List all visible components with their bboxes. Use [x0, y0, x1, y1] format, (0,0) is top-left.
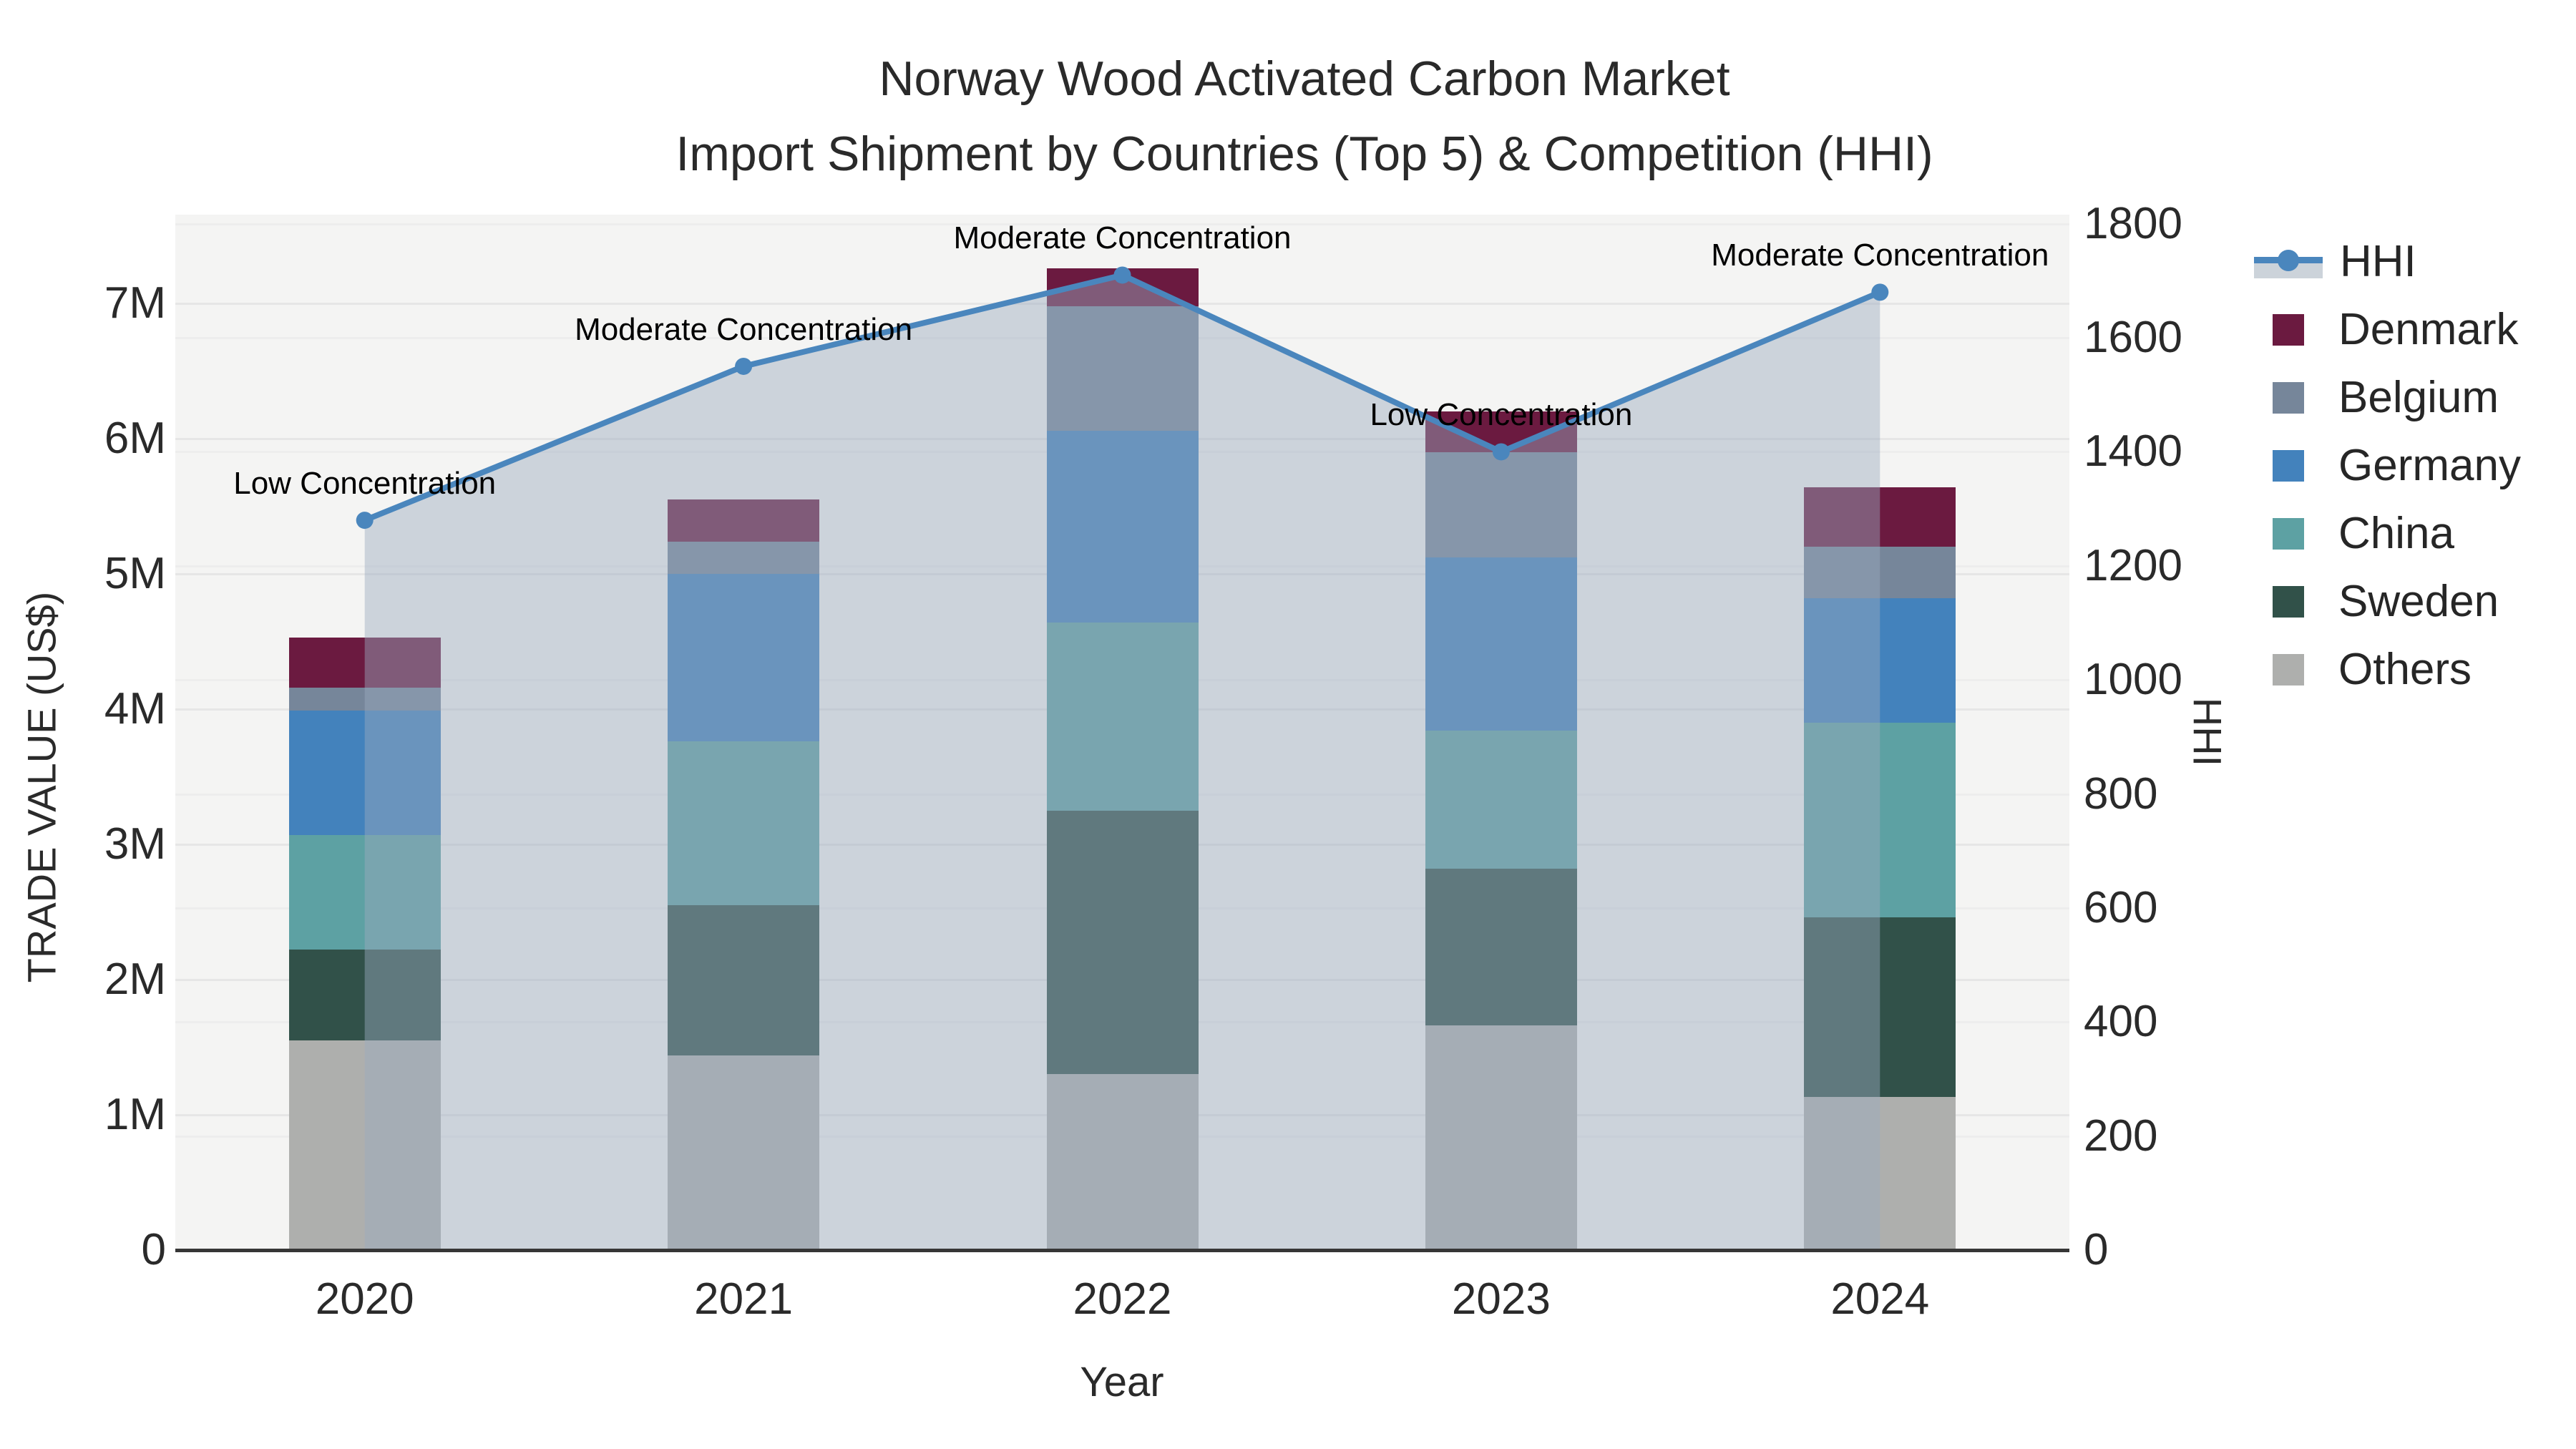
hhi-legend-swatch: [2254, 245, 2323, 278]
bar-segment-sweden-2020: [289, 950, 441, 1041]
legend-swatch-china: [2273, 517, 2304, 550]
legend-item-germany[interactable]: Germany: [2254, 431, 2521, 499]
y-right-tick-label: 600: [2084, 883, 2158, 932]
bar-segment-denmark-2020: [289, 637, 441, 688]
legend-label-sweden: Sweden: [2338, 577, 2499, 626]
bar-segment-others-2023: [1425, 1025, 1577, 1250]
bar-segment-germany-2023: [1425, 557, 1577, 731]
bar-segment-others-2022: [1047, 1074, 1199, 1250]
bar-segment-china-2024: [1804, 722, 1956, 918]
x-tick-label-2023: 2023: [1451, 1274, 1551, 1324]
bar-segment-sweden-2022: [1047, 810, 1199, 1075]
legend-label-germany: Germany: [2338, 441, 2521, 490]
x-tick-label-2024: 2024: [1830, 1274, 1930, 1324]
y-right-tick-label: 1000: [2084, 655, 2182, 704]
gridline-right-axis: [175, 223, 2069, 225]
bar-segment-belgium-2021: [668, 541, 819, 574]
y-left-tick-label: 0: [141, 1225, 166, 1274]
hhi-annotation-2022: Moderate Concentration: [953, 220, 1292, 256]
y-right-tick-label: 0: [2084, 1225, 2109, 1274]
bar-segment-sweden-2021: [668, 905, 819, 1055]
legend-swatch-sweden: [2273, 585, 2304, 618]
x-tick-label-2021: 2021: [694, 1274, 794, 1324]
y-left-axis-title: TRADE VALUE (US$): [19, 591, 64, 983]
legend-label-denmark: Denmark: [2338, 305, 2519, 354]
bar-segment-germany-2020: [289, 710, 441, 835]
y-right-tick-label: 200: [2084, 1111, 2158, 1161]
chart-title-line2: Import Shipment by Countries (Top 5) & C…: [675, 127, 1933, 182]
legend-swatch-belgium: [2273, 381, 2304, 414]
legend-swatch-denmark: [2273, 313, 2304, 346]
bar-segment-germany-2024: [1804, 598, 1956, 723]
legend: HHI Denmark Belgium Germany China Sweden Other…: [2254, 228, 2521, 703]
y-right-axis-title: HHI: [2185, 697, 2230, 767]
bar-segment-belgium-2024: [1804, 547, 1956, 598]
y-right-tick-label: 1600: [2084, 313, 2182, 362]
legend-item-denmark[interactable]: Denmark: [2254, 296, 2521, 364]
bar-segment-china-2023: [1425, 731, 1577, 869]
legend-swatch-germany: [2273, 449, 2304, 482]
x-axis-line: [175, 1249, 2069, 1252]
chart-title-line1: Norway Wood Activated Carbon Market: [879, 52, 1730, 106]
y-left-tick-label: 4M: [104, 684, 166, 733]
legend-label-others: Others: [2338, 645, 2472, 694]
y-right-tick-label: 1800: [2084, 199, 2182, 248]
legend-label-hhi: HHI: [2340, 237, 2416, 286]
x-tick-label-2022: 2022: [1073, 1274, 1172, 1324]
legend-label-china: China: [2338, 509, 2454, 558]
y-left-tick-label: 3M: [104, 819, 166, 869]
hhi-annotation-2023: Low Concentration: [1370, 397, 1633, 433]
bar-segment-sweden-2023: [1425, 869, 1577, 1026]
bar-segment-germany-2022: [1047, 430, 1199, 623]
x-axis-title: Year: [1080, 1359, 1164, 1405]
y-right-tick-label: 1400: [2084, 426, 2182, 476]
y-left-tick-label: 6M: [104, 414, 166, 463]
legend-label-belgium: Belgium: [2338, 373, 2499, 422]
bar-segment-china-2020: [289, 834, 441, 950]
bar-segment-belgium-2022: [1047, 306, 1199, 431]
hhi-annotation-2020: Low Concentration: [233, 466, 497, 502]
bar-segment-belgium-2020: [289, 687, 441, 711]
legend-item-hhi[interactable]: HHI: [2254, 228, 2521, 296]
x-tick-label-2020: 2020: [315, 1274, 414, 1324]
y-left-tick-label: 1M: [104, 1090, 166, 1139]
legend-item-belgium[interactable]: Belgium: [2254, 364, 2521, 431]
y-right-tick-label: 400: [2084, 997, 2158, 1046]
y-left-tick-label: 7M: [104, 278, 166, 328]
y-right-tick-label: 800: [2084, 769, 2158, 819]
legend-swatch-others: [2273, 653, 2304, 686]
bar-segment-china-2021: [668, 741, 819, 906]
bar-segment-germany-2021: [668, 573, 819, 742]
bar-segment-china-2022: [1047, 623, 1199, 811]
legend-item-others[interactable]: Others: [2254, 635, 2521, 703]
bar-segment-denmark-2022: [1047, 268, 1199, 306]
hhi-annotation-2024: Moderate Concentration: [1711, 238, 2049, 273]
hhi-marker-swatch: [2278, 249, 2299, 271]
hhi-annotation-2021: Moderate Concentration: [575, 311, 913, 347]
bar-segment-others-2024: [1804, 1097, 1956, 1250]
legend-item-sweden[interactable]: Sweden: [2254, 567, 2521, 635]
bar-segment-denmark-2024: [1804, 487, 1956, 547]
bar-segment-others-2021: [668, 1055, 819, 1250]
chart-title: Norway Wood Activated Carbon Market Impo…: [675, 42, 1933, 192]
y-right-tick-label: 1200: [2084, 541, 2182, 590]
y-left-tick-label: 5M: [104, 549, 166, 598]
legend-item-china[interactable]: China: [2254, 499, 2521, 567]
bar-segment-sweden-2024: [1804, 917, 1956, 1098]
bar-segment-denmark-2021: [668, 499, 819, 542]
bar-segment-others-2020: [289, 1040, 441, 1250]
y-left-tick-label: 2M: [104, 955, 166, 1004]
bar-segment-belgium-2023: [1425, 452, 1577, 558]
